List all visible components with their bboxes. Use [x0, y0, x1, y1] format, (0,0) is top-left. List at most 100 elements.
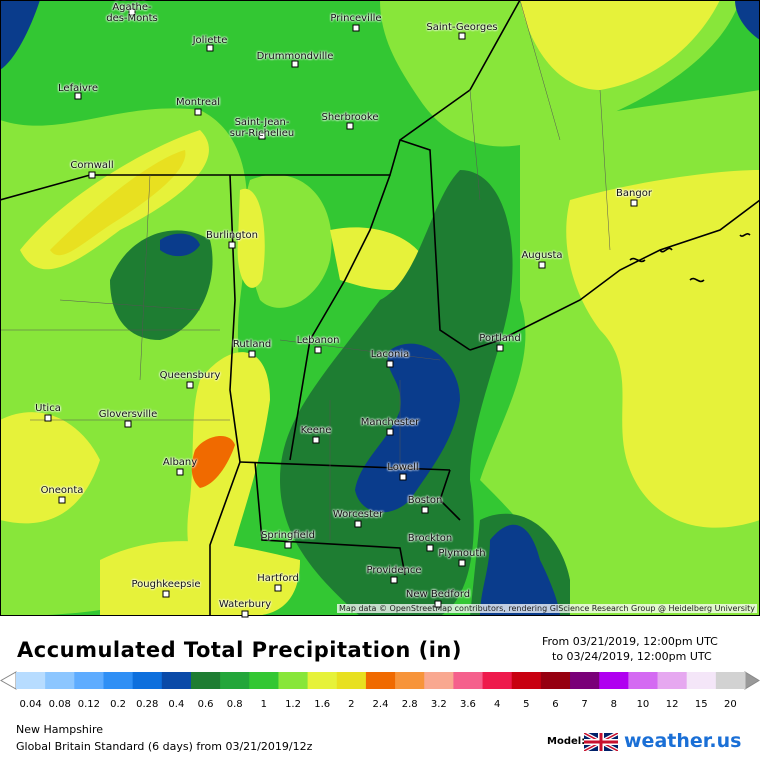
- legend-label: 2: [348, 699, 354, 710]
- legend-swatch: [657, 672, 688, 689]
- legend-label: 0.12: [78, 699, 100, 710]
- city-label: Plymouth: [438, 548, 486, 559]
- legend-swatch: [599, 672, 629, 689]
- city-marker: [228, 241, 236, 249]
- city-marker: [538, 261, 546, 269]
- city-label: Providence: [366, 565, 422, 576]
- city-label: Hartford: [257, 573, 299, 584]
- legend-swatch: [395, 672, 425, 689]
- legend-label: 3.2: [431, 699, 447, 710]
- city-marker: [206, 44, 214, 52]
- city-label: Springfield: [261, 530, 315, 541]
- legend-swatch: [453, 672, 484, 689]
- city-label: Gloversville: [98, 409, 158, 420]
- city-marker: [630, 199, 638, 207]
- legend-swatch: [336, 672, 367, 689]
- brand: weather.us: [624, 730, 742, 752]
- legend-swatch: [570, 672, 600, 689]
- city-label: Oneonta: [40, 485, 84, 496]
- city-marker: [186, 381, 194, 389]
- city-marker: [88, 171, 96, 179]
- city-marker: [274, 584, 282, 592]
- legend-swatch: [628, 672, 659, 689]
- city-label: Brockton: [407, 533, 453, 544]
- legend-label: 1.2: [285, 699, 301, 710]
- legend-swatch: [249, 672, 279, 689]
- city-label: Sherbrooke: [321, 112, 379, 123]
- city-marker: [386, 360, 394, 368]
- city-marker: [386, 428, 394, 436]
- city-label: Princeville: [330, 13, 382, 24]
- legend-label: 2.4: [373, 699, 389, 710]
- city-label: Keene: [300, 425, 332, 436]
- city-label: Cornwall: [70, 160, 114, 171]
- city-marker: [354, 520, 362, 528]
- city-label: Burlington: [206, 230, 258, 241]
- city-marker: [162, 590, 170, 598]
- legend-label: 1: [261, 699, 267, 710]
- city-marker: [496, 344, 504, 352]
- city-marker: [124, 420, 132, 428]
- legend-swatch: [307, 672, 338, 689]
- city-label: Lefaivre: [58, 83, 98, 94]
- uk-flag: [584, 733, 618, 751]
- legend-label: 20: [724, 699, 737, 710]
- legend-label: 15: [695, 699, 708, 710]
- legend-swatch: [540, 672, 571, 689]
- city-label: Saint-Jean- sur-Richelieu: [229, 117, 295, 139]
- city-label: Utica: [35, 403, 61, 414]
- legend-swatch: [424, 672, 454, 689]
- city-label: Rutland: [232, 339, 272, 350]
- legend-label: 12: [666, 699, 679, 710]
- city-label: Queensbury: [159, 370, 221, 381]
- legend-label: 0.2: [110, 699, 126, 710]
- city-marker: [248, 350, 256, 358]
- legend-swatch: [220, 672, 250, 689]
- city-marker: [421, 506, 429, 514]
- city-marker: [58, 496, 66, 504]
- city-label: Portland: [479, 333, 521, 344]
- legend-label: 8: [611, 699, 617, 710]
- city-label: Saint-Georges: [426, 22, 498, 33]
- legend-swatch: [482, 672, 513, 689]
- city-label: Worcester: [332, 509, 384, 520]
- legend-bar: [0, 671, 760, 690]
- legend-swatch: [45, 672, 75, 689]
- legend-arrow-low: [0, 671, 17, 690]
- legend-swatch: [74, 672, 104, 689]
- city-label: Lowell: [387, 462, 419, 473]
- city-marker: [176, 468, 184, 476]
- county-lines: [0, 0, 611, 540]
- legend-swatch: [132, 672, 163, 689]
- attribution: Map data © OpenStreetMap contributors, r…: [337, 604, 757, 613]
- city-label: Drummondville: [256, 51, 334, 62]
- precip-field: [0, 0, 760, 617]
- legend-label: 3.6: [460, 699, 476, 710]
- legend-label: 0.04: [19, 699, 41, 710]
- legend-label: 10: [637, 699, 650, 710]
- city-marker: [346, 122, 354, 130]
- region: New Hampshire: [16, 723, 104, 736]
- legend-label: 0.08: [49, 699, 71, 710]
- city-marker: [241, 610, 249, 618]
- legend-swatch: [686, 672, 717, 689]
- legend-label: 0.8: [227, 699, 243, 710]
- model-run: Global Britain Standard (6 days) from 03…: [16, 740, 313, 753]
- city-label: Bangor: [616, 188, 652, 199]
- city-label: New Bedford: [405, 589, 471, 600]
- city-marker: [194, 108, 202, 116]
- legend-swatch: [103, 672, 134, 689]
- city-label: Waterbury: [218, 599, 272, 610]
- city-label: Laconia: [370, 349, 410, 360]
- city-marker: [44, 414, 52, 422]
- date-to: to 03/24/2019, 12:00pm UTC: [552, 650, 712, 663]
- legend-label: 5: [523, 699, 529, 710]
- city-marker: [312, 436, 320, 444]
- legend-swatch: [16, 672, 46, 689]
- city-marker: [284, 541, 292, 549]
- legend-label: 1.6: [314, 699, 330, 710]
- city-marker: [390, 576, 398, 584]
- city-label: Montreal: [176, 97, 220, 108]
- city-label: Joliette: [192, 35, 228, 46]
